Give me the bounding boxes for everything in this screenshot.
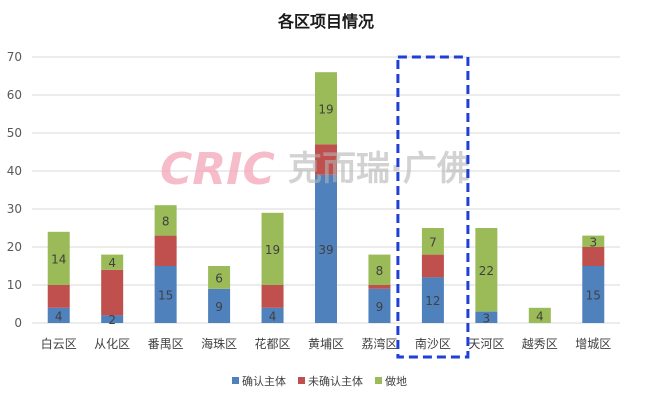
data-label: 39 <box>318 243 333 257</box>
data-label: 9 <box>376 300 384 314</box>
bar-segment <box>208 266 231 289</box>
data-label: 3 <box>589 235 597 249</box>
bar-segment <box>154 266 177 323</box>
y-tick-label: 60 <box>7 88 22 102</box>
data-label: 6 <box>215 271 223 285</box>
x-tick-label: 天河区 <box>468 337 504 351</box>
bar-segment <box>47 285 70 308</box>
bar-segment <box>154 235 177 266</box>
y-tick-label: 40 <box>7 164 22 178</box>
data-label: 4 <box>269 309 277 323</box>
bar-segment <box>315 144 337 175</box>
bar-segment <box>315 72 337 145</box>
bar-segment <box>208 288 231 323</box>
data-label: 4 <box>55 309 63 323</box>
data-label: 2 <box>108 313 116 327</box>
bar-segment <box>154 205 177 236</box>
x-tick-label: 从化区 <box>94 337 130 351</box>
x-tick-label: 番禺区 <box>148 337 184 351</box>
bar-segment <box>368 288 391 323</box>
watermark-text: 克而瑞·广佛 <box>288 149 471 189</box>
x-tick-label: 南沙区 <box>415 336 451 351</box>
bar-segment <box>261 212 284 285</box>
data-label: 4 <box>108 256 116 270</box>
bar-segment <box>101 269 124 316</box>
bar-segment <box>47 231 70 285</box>
bar-segment <box>421 277 444 323</box>
watermark: CRIC 克而瑞·广佛 <box>160 144 471 195</box>
data-label: 19 <box>318 102 333 116</box>
legend-label: 做地 <box>385 374 407 388</box>
data-label: 15 <box>586 289 601 303</box>
y-tick-label: 70 <box>7 50 22 64</box>
y-tick-label: 20 <box>7 240 22 254</box>
y-tick-label: 10 <box>7 278 22 292</box>
bar-segment <box>261 307 284 323</box>
bar-segment <box>582 266 605 323</box>
y-tick-label: 50 <box>7 126 22 140</box>
data-label: 8 <box>376 264 384 278</box>
data-label: 19 <box>265 243 280 257</box>
data-label: 8 <box>162 214 170 228</box>
bar-segment <box>475 311 498 323</box>
bar-segment <box>582 247 605 266</box>
data-label: 14 <box>51 252 66 266</box>
bar-segment <box>582 235 605 247</box>
bar-segment <box>368 285 391 289</box>
x-tick-label: 海珠区 <box>201 336 237 351</box>
bar-segment <box>421 254 444 278</box>
data-label: 12 <box>425 294 440 308</box>
legend-label: 未确认主体 <box>308 374 363 388</box>
y-tick-label: 0 <box>14 316 22 330</box>
x-tick-label: 白云区 <box>41 336 77 351</box>
x-tick-label: 增城区 <box>575 337 611 351</box>
bar-segment <box>47 307 70 323</box>
bar-segment <box>101 254 124 270</box>
data-label: 7 <box>429 235 437 249</box>
legend-label: 确认主体 <box>242 374 286 388</box>
bar-segment <box>421 228 444 255</box>
data-label: 9 <box>215 300 223 314</box>
bar-segment <box>368 254 391 285</box>
bar-segment <box>475 228 498 312</box>
x-tick-label: 花都区 <box>255 336 291 351</box>
highlight-box <box>396 55 470 359</box>
x-tick-label: 黄埔区 <box>308 337 344 351</box>
legend-swatch <box>298 377 305 384</box>
bar-segment <box>261 285 284 308</box>
x-tick-label: 越秀区 <box>522 337 558 351</box>
x-tick-label: 荔湾区 <box>361 336 397 351</box>
bar-segment <box>101 315 124 323</box>
data-label: 22 <box>479 264 494 278</box>
watermark-logo: CRIC <box>160 144 275 195</box>
data-label: 4 <box>536 309 544 323</box>
data-label: 15 <box>158 289 173 303</box>
data-label: 3 <box>483 311 491 325</box>
y-tick-label: 30 <box>7 202 22 216</box>
legend-swatch <box>375 377 382 384</box>
bar-segment <box>528 307 551 323</box>
bar-segment <box>315 174 337 323</box>
chart-title: 各区项目情况 <box>277 12 374 31</box>
legend-swatch <box>232 377 239 384</box>
